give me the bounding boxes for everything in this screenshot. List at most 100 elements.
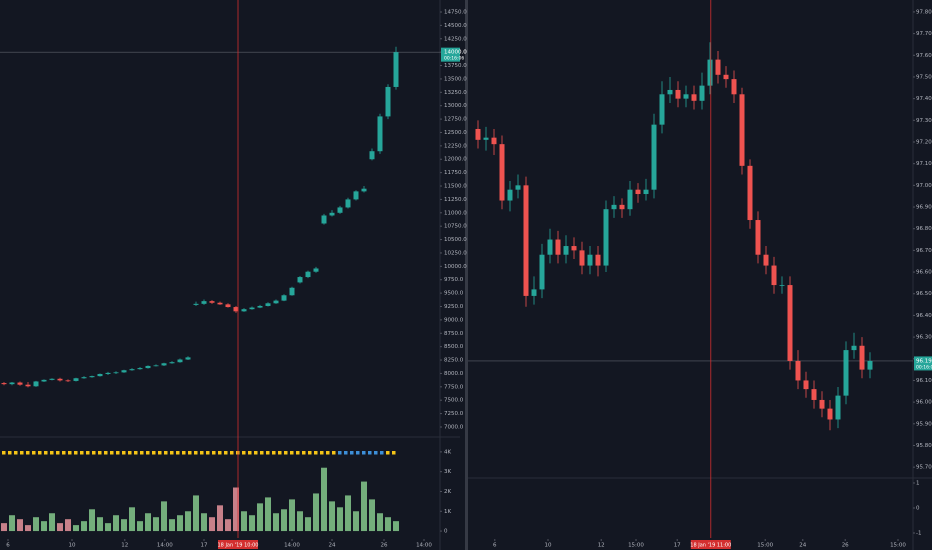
y-tick-label: 97.50 (916, 74, 932, 80)
y-tick-label: 7500.0 (444, 398, 464, 404)
volume-bar (145, 513, 151, 532)
volume-bar (97, 517, 103, 532)
indicator-dot (224, 451, 228, 455)
y-tick-label: 96.70 (916, 248, 932, 254)
candle-body (531, 289, 537, 296)
y-tick-label: 96.40 (916, 313, 932, 319)
candle-body (185, 357, 191, 360)
indicator-dot (260, 451, 264, 455)
indicator-dot (314, 451, 318, 455)
indicator-dot (8, 451, 12, 455)
volume-bar (353, 511, 359, 532)
x-tick-label: 12 (598, 543, 605, 549)
indicator-dot (176, 451, 180, 455)
x-tick-label: 10 (69, 543, 76, 549)
volume-bar (177, 515, 183, 532)
volume-bar (297, 511, 303, 532)
y-tick-label: 7250.0 (444, 411, 464, 417)
candle-body (385, 86, 391, 117)
candle-body (169, 362, 175, 364)
candle-body (795, 360, 801, 381)
indicator-dot (188, 451, 192, 455)
indicator-dot (242, 451, 246, 455)
candle-body (643, 189, 649, 195)
candle-body (579, 250, 585, 266)
indicator-dot (302, 451, 306, 455)
candle-body (25, 384, 31, 387)
y-tick-label: 95.90 (916, 421, 932, 427)
x-tick-label: 17 (674, 543, 681, 549)
last-price-tag (441, 47, 460, 62)
last-price-countdown: 00:16:06 (916, 364, 932, 370)
candle-body (851, 345, 857, 351)
candle-body (707, 59, 713, 86)
indicator-dot (86, 451, 90, 455)
candle-body (835, 395, 841, 420)
y-tick-label: 96.60 (916, 270, 932, 276)
volume-bar (161, 501, 167, 532)
y-tick-label: 9750.0 (444, 277, 464, 283)
y-tick-label: 10250.0 (444, 250, 467, 256)
indicator-dot (206, 451, 210, 455)
candle-body (9, 382, 15, 385)
x-tick-label: 14:00 (157, 543, 173, 549)
candle-body (499, 144, 505, 201)
crosshair-label: 18 Jan '19 11:00 (690, 543, 731, 549)
volume-bar (81, 521, 87, 532)
volume-bar (289, 499, 295, 532)
volume-bar (249, 515, 255, 532)
volume-bar (313, 493, 319, 532)
candle-body (249, 307, 255, 310)
y-tick-label: 12500.0 (444, 130, 467, 136)
candle-body (81, 377, 87, 379)
indicator-dot (38, 451, 42, 455)
lower-y-tick-label: 0 (916, 506, 920, 512)
candle-body (273, 300, 279, 304)
indicator-dot (80, 451, 84, 455)
candle-body (699, 85, 705, 101)
volume-bar (57, 523, 63, 532)
indicator-dot (254, 451, 258, 455)
candle-body (281, 295, 287, 301)
indicator-dot (164, 451, 168, 455)
indicator-dot (128, 451, 132, 455)
candle-body (145, 365, 151, 369)
indicator-dot (92, 451, 96, 455)
x-tick-label: 17 (201, 543, 208, 549)
indicator-dot (266, 451, 270, 455)
indicator-dot (104, 451, 108, 455)
indicator-dot (272, 451, 276, 455)
candle-body (97, 373, 103, 377)
candle-body (361, 188, 367, 192)
candle-body (225, 304, 231, 308)
volume-bar (361, 481, 367, 532)
candle-body (667, 89, 673, 95)
y-tick-label: 12000.0 (444, 157, 467, 163)
y-tick-label: 97.70 (916, 31, 932, 37)
indicator-dot (338, 451, 342, 455)
x-tick-label: 14:00 (416, 543, 432, 549)
candle-body (731, 79, 737, 95)
candle-body (305, 271, 311, 278)
candle-body (393, 52, 399, 87)
x-tick-label: 12 (121, 543, 128, 549)
indicator-dot (20, 451, 24, 455)
indicator-dot (68, 451, 72, 455)
candle-body (353, 191, 359, 200)
indicator-dot (368, 451, 372, 455)
y-tick-label: 97.60 (916, 53, 932, 59)
y-tick-label: 7750.0 (444, 384, 464, 390)
candle-body (747, 165, 753, 221)
candle-body (803, 380, 809, 390)
candle-body (475, 128, 481, 140)
indicator-dot (14, 451, 18, 455)
indicator-dot (140, 451, 144, 455)
y-tick-label: 13250.0 (444, 90, 467, 96)
volume-bar (193, 495, 199, 532)
indicator-dot (374, 451, 378, 455)
volume-y-tick-label: 3K (444, 469, 451, 475)
candle-body (571, 246, 577, 251)
indicator-dot (110, 451, 114, 455)
indicator-dot (26, 451, 30, 455)
